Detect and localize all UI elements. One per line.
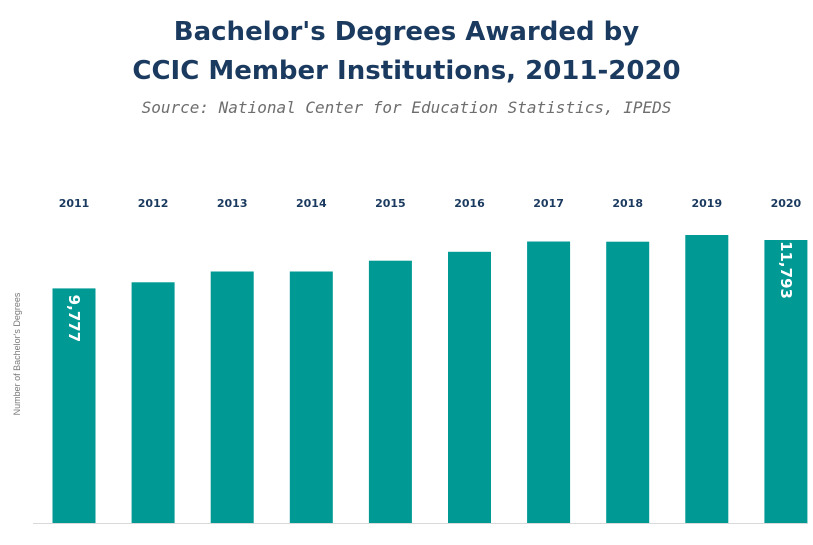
data-label-2011: 9,777 [65,295,83,342]
x-tick-label-2015: 2015 [375,197,406,210]
x-tick-label-2017: 2017 [533,197,564,210]
x-tick-label-2018: 2018 [612,197,643,210]
bar-2018 [606,241,650,523]
x-tick-label-2011: 2011 [59,197,90,210]
chart-title-line-1: Bachelor's Degrees Awarded by [173,17,640,47]
bar-2014 [289,271,333,523]
bar-2016 [448,251,491,524]
bar-2020 [764,240,808,523]
bar-2015 [368,260,412,523]
bar-2011 [52,288,96,523]
x-tick-label-2014: 2014 [296,197,327,210]
x-tick-label-2013: 2013 [217,197,248,210]
data-label-2020: 11,793 [777,241,795,299]
bar-2013 [210,271,254,523]
x-tick-label-2012: 2012 [138,197,169,210]
bar-2012 [131,282,175,523]
chart-subtitle: Source: National Center for Education St… [141,98,672,117]
x-tick-label-2020: 2020 [771,197,802,210]
x-tick-label-2016: 2016 [454,197,485,210]
chart-title-line-2: CCIC Member Institutions, 2011-2020 [132,56,681,86]
bar-2017 [527,241,571,523]
bar-2019 [685,235,729,523]
x-tick-label-2019: 2019 [691,197,722,210]
